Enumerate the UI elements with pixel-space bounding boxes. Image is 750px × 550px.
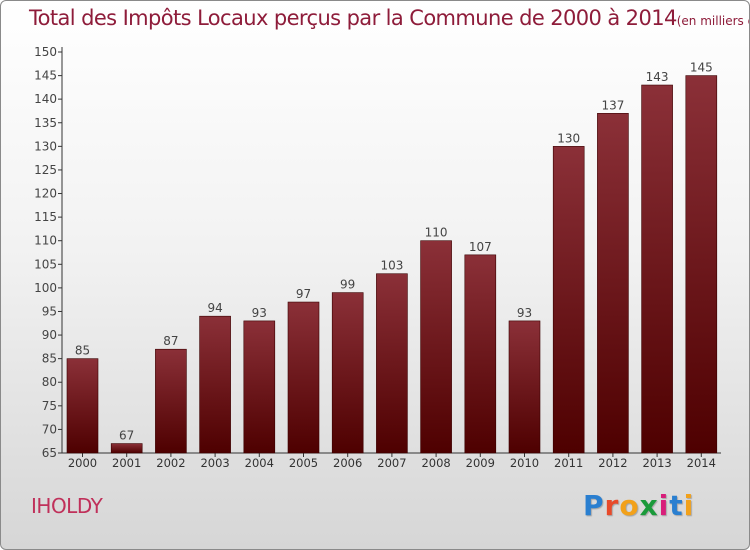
y-tick-label: 95 — [42, 304, 57, 318]
x-tick-label: 2012 — [598, 456, 627, 470]
data-label: 94 — [207, 301, 222, 315]
data-label: 99 — [340, 278, 355, 292]
bar — [331, 292, 364, 454]
bar — [685, 75, 718, 454]
x-tick-label: 2013 — [642, 456, 671, 470]
y-tick-label: 70 — [42, 422, 57, 436]
x-tick-label: 2005 — [289, 456, 318, 470]
x-tick-label: 2011 — [554, 456, 583, 470]
logo-letter: o — [619, 489, 640, 522]
bar — [464, 254, 497, 454]
data-label: 93 — [252, 306, 267, 320]
logo-letter: P — [583, 489, 605, 522]
y-tick-label: 100 — [34, 281, 57, 295]
logo-letter: t — [669, 489, 684, 522]
bar — [597, 113, 629, 454]
x-tick-label: 2000 — [68, 456, 97, 470]
bar — [155, 348, 187, 454]
logo-letter: r — [604, 489, 620, 522]
y-tick-label: 130 — [34, 139, 57, 153]
x-tick-label: 2004 — [245, 456, 274, 470]
bar — [110, 443, 143, 454]
commune-name: IHOLDY — [31, 494, 103, 518]
bar — [508, 320, 541, 454]
y-tick-label: 115 — [34, 210, 57, 224]
y-tick-label: 125 — [34, 163, 57, 177]
bar — [243, 320, 276, 454]
proxiti-logo: Proxiti — [583, 489, 694, 522]
y-tick-label: 145 — [34, 69, 57, 83]
data-label: 143 — [646, 70, 669, 84]
y-tick-label: 90 — [42, 328, 57, 342]
title-text: Total des Impôts Locaux perçus par la Co… — [29, 6, 677, 30]
y-tick-label: 80 — [42, 375, 57, 389]
bar — [66, 358, 99, 454]
data-label: 145 — [690, 61, 713, 75]
x-tick-label: 2006 — [333, 456, 362, 470]
bar — [641, 84, 673, 454]
y-tick-label: 65 — [42, 446, 57, 460]
data-label: 85 — [75, 344, 90, 358]
bar — [287, 301, 320, 454]
bar — [552, 146, 585, 454]
y-tick-label: 75 — [42, 399, 57, 413]
data-label: 67 — [119, 429, 134, 443]
unit-label: (en milliers d'€) — [676, 14, 749, 28]
y-tick-label: 120 — [34, 187, 57, 201]
data-label: 97 — [296, 287, 311, 301]
chart-title: Total des Impôts Locaux perçus par la Co… — [29, 6, 749, 30]
data-label: 107 — [469, 240, 492, 254]
bar — [199, 315, 231, 454]
y-tick-label: 105 — [34, 257, 57, 271]
logo-letter: x — [639, 489, 659, 522]
y-tick-label: 140 — [34, 92, 57, 106]
x-tick-label: 2002 — [156, 456, 185, 470]
data-label: 137 — [601, 98, 624, 112]
bar — [420, 240, 452, 454]
data-label: 87 — [163, 334, 178, 348]
x-tick-label: 2001 — [112, 456, 141, 470]
y-tick-label: 85 — [42, 352, 57, 366]
data-label: 103 — [380, 259, 403, 273]
bar — [376, 273, 408, 454]
x-tick-label: 2007 — [377, 456, 406, 470]
y-tick-label: 150 — [34, 45, 57, 59]
logo-letter: i — [683, 489, 695, 522]
x-tick-label: 2014 — [687, 456, 716, 470]
y-tick-label: 135 — [34, 116, 57, 130]
data-label: 130 — [557, 131, 580, 145]
x-tick-label: 2003 — [200, 456, 229, 470]
x-tick-label: 2010 — [510, 456, 539, 470]
y-tick-label: 110 — [34, 234, 57, 248]
x-tick-label: 2009 — [466, 456, 495, 470]
logo-letter: i — [658, 489, 670, 522]
data-label: 110 — [425, 226, 448, 240]
x-tick-label: 2008 — [421, 456, 450, 470]
data-label: 93 — [517, 306, 532, 320]
